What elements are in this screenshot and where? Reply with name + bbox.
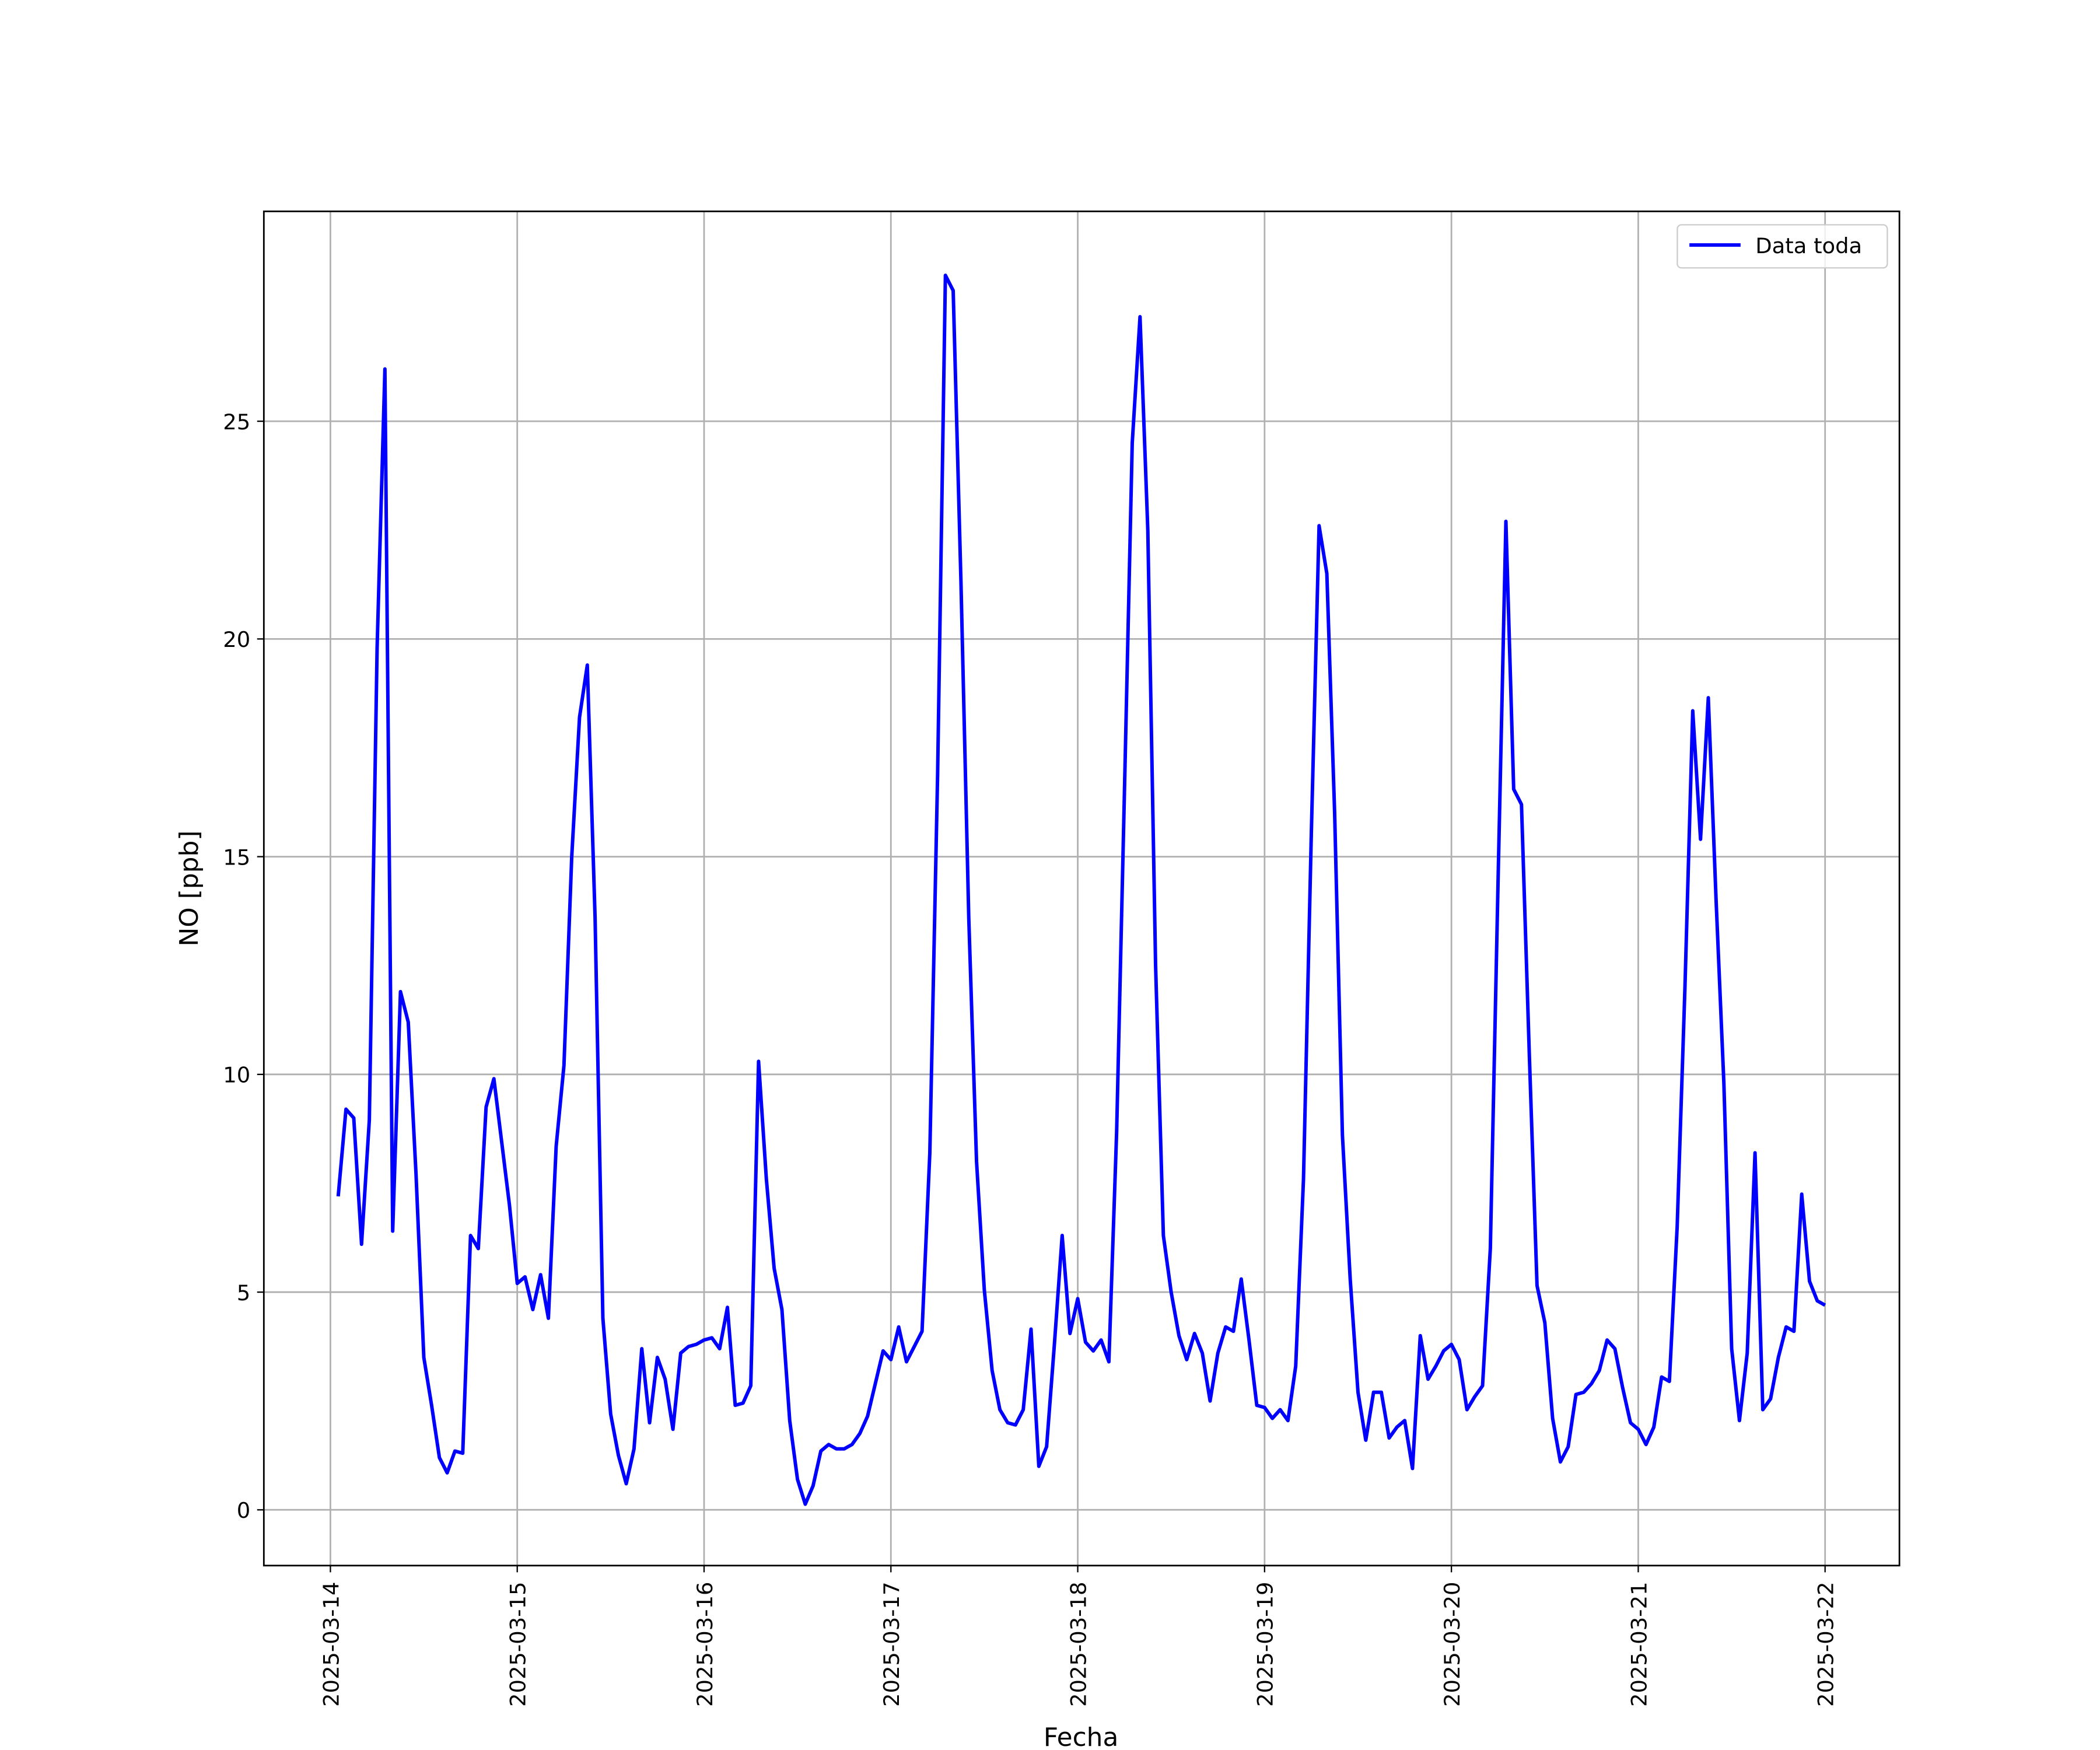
y-tick-label: 10	[223, 1063, 250, 1088]
y-tick-label: 25	[223, 410, 250, 435]
y-tick-label: 0	[237, 1498, 250, 1523]
y-tick-label: 5	[237, 1280, 250, 1306]
x-axis-label: Fecha	[1044, 1723, 1119, 1750]
y-axis-label: NO [ppb]	[174, 831, 204, 947]
legend-label: Data toda	[1755, 233, 1862, 258]
x-tick-label: 2025-03-14	[318, 1582, 344, 1707]
plot-frame	[262, 210, 1901, 1567]
x-tick-label: 2025-03-20	[1440, 1582, 1465, 1707]
x-tick-label: 2025-03-15	[506, 1582, 531, 1707]
x-tick-label: 2025-03-19	[1253, 1582, 1278, 1707]
legend-box	[1676, 224, 1888, 269]
data-line	[336, 274, 1826, 1506]
x-tick-label: 2025-03-21	[1626, 1582, 1651, 1707]
x-tick-label: 2025-03-18	[1066, 1582, 1091, 1707]
legend: Data toda	[1676, 224, 1888, 269]
x-tick-label: 2025-03-22	[1814, 1582, 1839, 1707]
y-tick-label: 20	[223, 627, 250, 652]
x-tick-label: 2025-03-17	[879, 1582, 904, 1707]
y-tick-label: 15	[223, 845, 250, 870]
x-tick-label: 2025-03-16	[692, 1582, 718, 1707]
